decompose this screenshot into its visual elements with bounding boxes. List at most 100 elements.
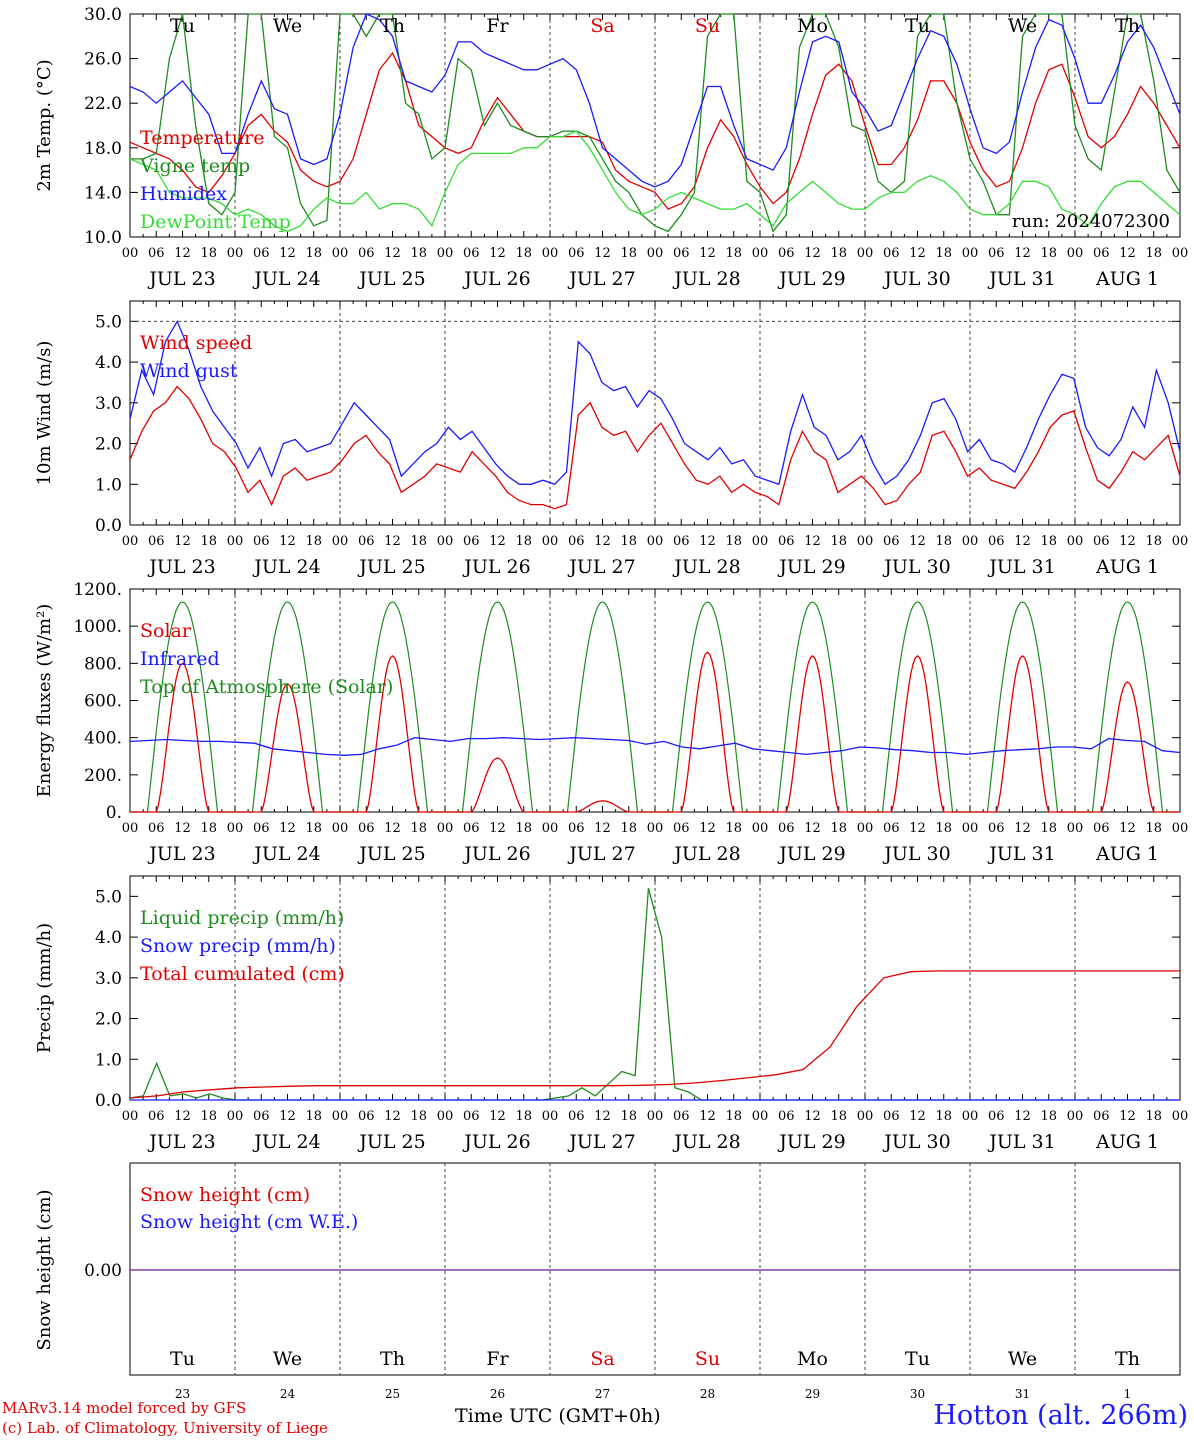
panel-3-hour-label: 00 — [962, 1109, 979, 1124]
panel-3-hour-label: 12 — [909, 1109, 926, 1124]
snow-weekday-label: We — [273, 1348, 302, 1370]
snow-weekday-label: Th — [1115, 1348, 1140, 1370]
panel-3-hour-label: 18 — [1040, 1109, 1057, 1124]
panel-3-hour-label: 06 — [673, 1109, 690, 1124]
panel-3-hour-label: 06 — [358, 1109, 375, 1124]
temp-weekday-label: Sa — [590, 15, 614, 37]
panel-0-hour-label: 18 — [1145, 246, 1162, 261]
panel-1-frame — [129, 300, 1181, 526]
footer-time-label: Time UTC (GMT+0h) — [455, 1405, 661, 1427]
panel-2-hour-label: 06 — [568, 821, 585, 836]
energy-infrared-series — [129, 737, 1181, 756]
panel-4-legend-1: Snow height (cm W.E.) — [140, 1211, 358, 1233]
panel-2-hour-label: 00 — [752, 821, 769, 836]
panel-0-hour-label: 00 — [1172, 246, 1189, 261]
panel-1-hour-label: 12 — [174, 534, 191, 549]
panel-3-hour-label: 12 — [279, 1109, 296, 1124]
panel-0-hour-label: 12 — [489, 246, 506, 261]
panel-3-hour-label: 00 — [122, 1109, 139, 1124]
panel-1-hour-label: 12 — [699, 534, 716, 549]
panel-2-hour-label: 00 — [122, 821, 139, 836]
panel-3-ytick-label: 5.0 — [95, 887, 122, 907]
panel-1-hour-label: 00 — [752, 534, 769, 549]
panel-2-hour-label: 12 — [1119, 821, 1136, 836]
panel-0-date-label: JUL 28 — [672, 268, 740, 290]
panel-1-hour-label: 06 — [358, 534, 375, 549]
panel-2-hour-label: 12 — [1014, 821, 1031, 836]
panel-0-legend-3: DewPoint Temp — [140, 211, 291, 233]
panel-3-hour-label: 12 — [384, 1109, 401, 1124]
snow-weekday-label: Sa — [590, 1348, 614, 1370]
panel-1-hour-label: 06 — [253, 534, 270, 549]
panel-0-hour-label: 00 — [1067, 246, 1084, 261]
panel-2-hour-label: 12 — [804, 821, 821, 836]
panel-0-hour-label: 12 — [909, 246, 926, 261]
panel-1-hour-label: 06 — [148, 534, 165, 549]
panel-2-hour-label: 06 — [253, 821, 270, 836]
panel-3-hour-label: 18 — [725, 1109, 742, 1124]
panel-1-legend-1: Wind gust — [140, 360, 238, 382]
panel-1-hour-label: 06 — [778, 534, 795, 549]
panel-4-legend-0: Snow height (cm) — [140, 1184, 310, 1206]
temp-weekday-label: Fr — [486, 15, 509, 37]
snow-weekday-label: We — [1008, 1348, 1037, 1370]
panel-0-legend-2: Humidex — [140, 183, 227, 205]
panel-3-hour-label: 18 — [305, 1109, 322, 1124]
panel-1-date-label: AUG 1 — [1095, 556, 1159, 578]
panel-2-ytick-label: 200. — [84, 766, 122, 786]
panel-2-hour-label: 12 — [699, 821, 716, 836]
panel-2-hour-label: 12 — [489, 821, 506, 836]
temp-weekday-label: Mo — [797, 15, 828, 37]
temp-weekday-label: Th — [380, 15, 405, 37]
panel-2-hour-label: 18 — [1040, 821, 1057, 836]
snow-daynum-label: 1 — [1124, 1387, 1132, 1401]
panel-3-hour-label: 18 — [620, 1109, 637, 1124]
panel-1-hour-label: 06 — [463, 534, 480, 549]
panel-2-ytick-label: 600. — [84, 692, 122, 712]
panel-0-hour-label: 06 — [148, 246, 165, 261]
panel-1-hour-label: 00 — [227, 534, 244, 549]
footer-model-label: MARv3.14 model forced by GFS — [2, 1399, 247, 1417]
panel-2-hour-label: 06 — [673, 821, 690, 836]
panel-2-hour-label: 00 — [1067, 821, 1084, 836]
panel-1-hour-label: 06 — [988, 534, 1005, 549]
panel-3-date-label: JUL 26 — [462, 1131, 530, 1153]
panel-3-hour-label: 06 — [883, 1109, 900, 1124]
panel-0-hour-label: 18 — [830, 246, 847, 261]
panel-2-ytick-label: 1200. — [73, 580, 122, 600]
panel-3-legend-2: Total cumulated (cm) — [140, 963, 345, 985]
panel-1-date-label: JUL 29 — [777, 556, 845, 578]
panel-1-ylabel: 10m Wind (m/s) — [34, 341, 55, 486]
panel-1-hour-label: 00 — [647, 534, 664, 549]
panel-1-hour-label: 12 — [1119, 534, 1136, 549]
panel-1-date-label: JUL 24 — [252, 556, 320, 578]
footer-station-label: Hotton (alt. 266m) — [933, 1400, 1188, 1431]
panel-0-hour-label: 00 — [542, 246, 559, 261]
panel-3-hour-label: 06 — [463, 1109, 480, 1124]
panel-0-date-label: JUL 29 — [777, 268, 845, 290]
panel-3-hour-label: 00 — [332, 1109, 349, 1124]
panel-3-hour-label: 06 — [778, 1109, 795, 1124]
panel-0-hour-label: 12 — [804, 246, 821, 261]
panel-0-hour-label: 00 — [437, 246, 454, 261]
panel-2-hour-label: 18 — [620, 821, 637, 836]
temp-weekday-label: We — [1008, 15, 1037, 37]
panel-0-hour-label: 06 — [673, 246, 690, 261]
panel-0-hour-label: 12 — [279, 246, 296, 261]
panel-1-ytick-label: 0.0 — [95, 516, 122, 536]
panel-0-hour-label: 06 — [568, 246, 585, 261]
panel-2-legend-0: Solar — [140, 620, 192, 642]
panel-2-hour-label: 18 — [515, 821, 532, 836]
panel-0-hour-label: 18 — [200, 246, 217, 261]
panel-0-hour-label: 18 — [305, 246, 322, 261]
panel-2-frame — [129, 588, 1181, 813]
panel-0-date-label: JUL 26 — [462, 268, 530, 290]
panel-2-hour-label: 06 — [883, 821, 900, 836]
panel-3-hour-label: 18 — [410, 1109, 427, 1124]
snow-daynum-label: 29 — [805, 1387, 820, 1401]
panel-1-ytick-label: 2.0 — [95, 435, 122, 455]
panel-1-hour-label: 18 — [305, 534, 322, 549]
snow-daynum-label: 25 — [385, 1387, 400, 1401]
panel-2-legend-1: Infrared — [140, 648, 220, 670]
snow-weekday-label: Fr — [486, 1348, 509, 1370]
